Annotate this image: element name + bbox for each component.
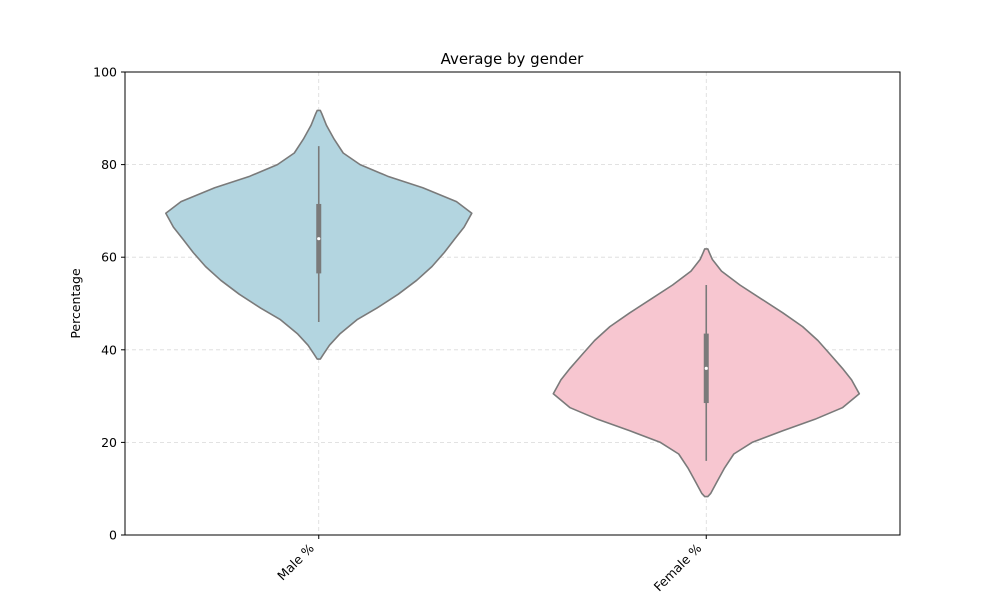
y-tick-label: 20: [101, 435, 117, 450]
median-point: [317, 237, 321, 241]
y-tick-label: 40: [101, 342, 117, 357]
median-point: [704, 366, 708, 370]
chart-title: Average by gender: [441, 50, 585, 68]
y-tick-label: 100: [93, 65, 117, 80]
y-tick-label: 0: [109, 528, 117, 543]
x-axis: Male % Female %: [274, 535, 707, 594]
x-tick-label: Female %: [651, 540, 705, 594]
y-tick-label: 80: [101, 157, 117, 172]
grid-lines: [125, 71, 900, 536]
violin-layer: [165, 109, 861, 498]
x-tick-label: Male %: [274, 540, 317, 583]
y-tick-label: 60: [101, 250, 117, 265]
plot-frame: [124, 71, 901, 536]
y-axis-label: Percentage: [68, 268, 83, 339]
y-axis: 0 20 40 60 80 100: [93, 65, 125, 543]
